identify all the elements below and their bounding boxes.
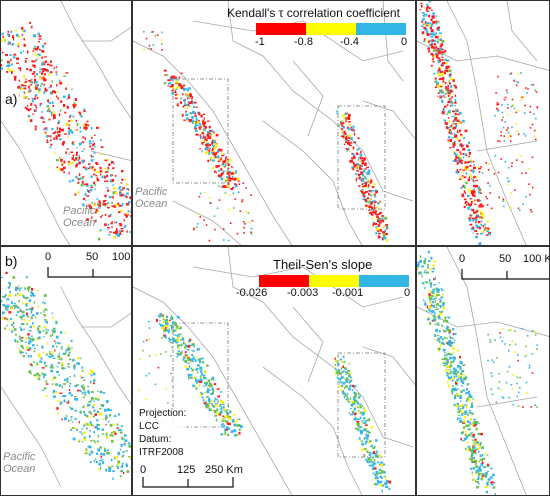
map-a-overview [133,1,415,245]
legend-b-tick-2: -0.001 [332,287,364,299]
panel-a-left-zoom: Pacific Ocean a) [0,0,132,246]
panel-b-left-zoom: Pacific Ocean b) 0 50 100 Km [0,246,132,496]
scalebar-left-tick-2: 100 Km [112,251,131,263]
ocean-label-a-left: Pacific Ocean [63,205,95,229]
map-b-left [1,271,131,488]
scalebar-right-tick-1: 50 [499,253,512,265]
legend-a-tick-3: 0 [401,36,408,48]
map-a-right [417,1,549,245]
legend-b-swatch-blue [359,275,409,287]
map-b-overview [133,247,415,495]
scalebar-overview [142,477,234,488]
panel-b-overview: Theil-Sen's slope -0.026 -0.003 -0.001 0… [132,246,416,496]
ocean-line2: Ocean [3,463,36,475]
scalebar-overview-tick-2: 250 Km [205,464,243,476]
legend-a-swatch-yellow [306,23,356,35]
projection-info: Projection: LCC Datum: ITRF2008 [139,407,187,459]
ocean-line2: Ocean [135,198,168,210]
projection-line2: LCC [139,421,160,432]
panel-label-b: b) [3,253,20,269]
projection-line4: ITRF2008 [139,447,184,458]
scalebar-right-tick-2: 100 Km [523,253,549,265]
scalebar-left-tick-0: 0 [45,251,52,263]
scalebar-right-tick-0: 0 [459,253,466,265]
projection-line3: Datum: [139,434,172,445]
legend-a-colorbar [256,23,406,35]
panel-label-a: a) [3,91,20,107]
legend-a-tick-2: -0.4 [340,36,359,48]
legend-b-title: Theil-Sen's slope [273,257,373,272]
scalebar-overview-tick-0: 0 [140,464,147,476]
panel-a-overview: Pacific Ocean Kendall's τ correlation co… [132,0,416,246]
legend-a-swatch-blue [356,23,406,35]
map-b-right [417,247,549,495]
ocean-line1: Pacific [63,205,96,217]
scalebar-zoom-right [461,269,549,280]
panel-a-right-zoom [416,0,550,246]
legend-b-tick-1: -0.003 [287,287,319,299]
legend-b-swatch-yellow [309,275,359,287]
legend-b-colorbar [259,275,409,287]
legend-b-swatch-red [259,275,309,287]
legend-a-title: Kendall's τ correlation coefficient [227,6,400,20]
legend-a-swatch-red [256,23,306,35]
ocean-label-b-left: Pacific Ocean [3,451,35,475]
map-a-left [1,1,131,245]
projection-line1: Projection: [139,408,187,419]
legend-a-tick-0: -1 [255,36,265,48]
panel-b-right-zoom: 0 50 100 Km [416,246,550,496]
ocean-line2: Ocean [63,217,96,229]
legend-b-tick-0: -0.026 [236,287,268,299]
ocean-label-a-overview: Pacific Ocean [135,186,167,210]
scalebar-overview-tick-1: 125 [177,464,196,476]
ocean-line1: Pacific [3,451,36,463]
scalebar-left-tick-1: 50 [86,251,99,263]
legend-b-tick-3: 0 [404,287,411,299]
scalebar-zoom-left [47,267,131,278]
ocean-line1: Pacific [135,186,168,198]
legend-a-tick-1: -0.8 [294,36,313,48]
